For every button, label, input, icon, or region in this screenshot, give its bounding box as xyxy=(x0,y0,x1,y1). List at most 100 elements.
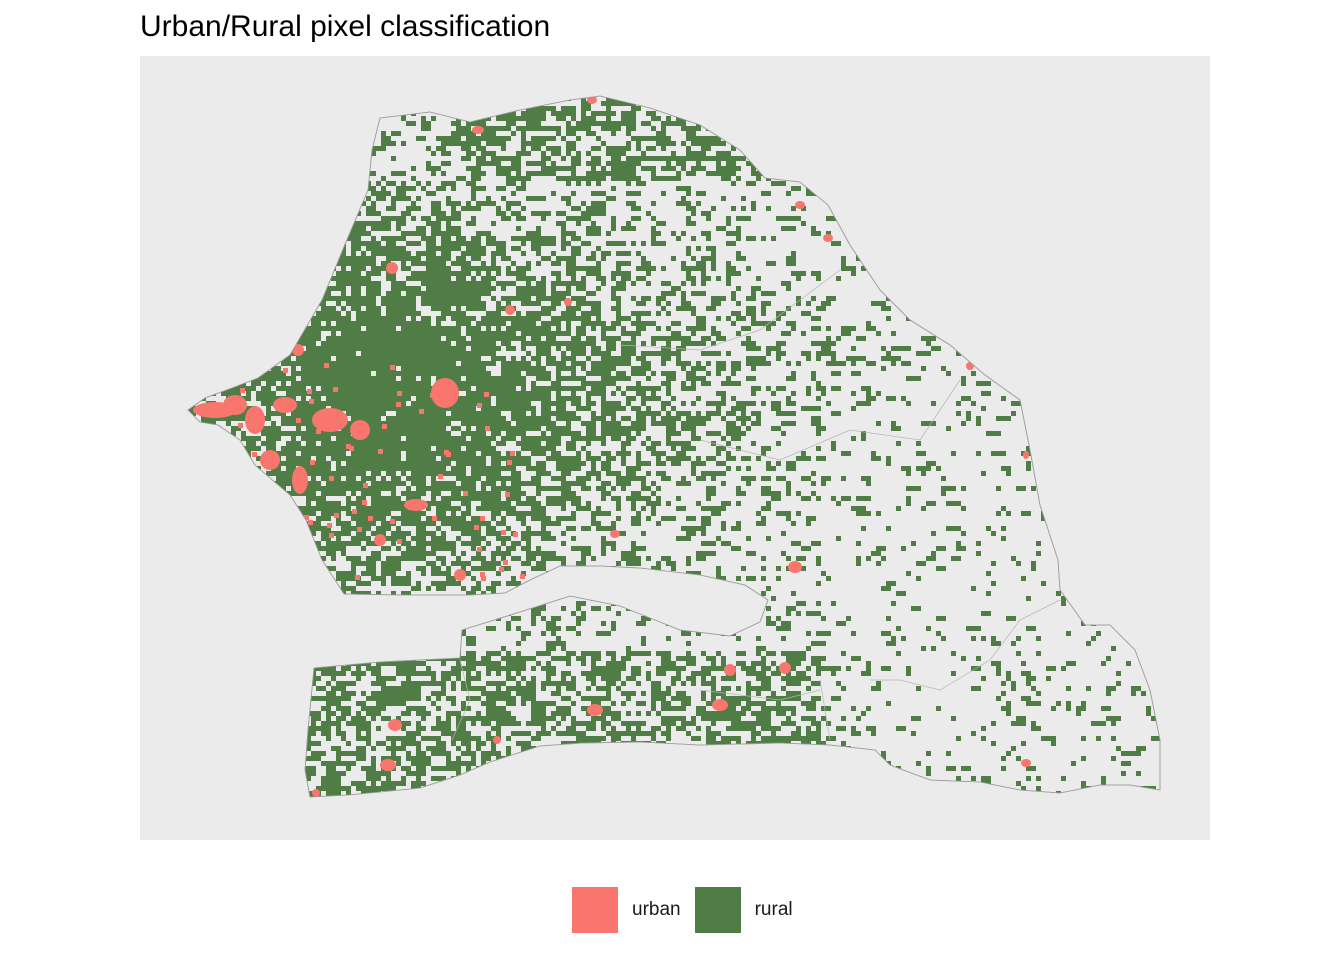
legend-key-urban xyxy=(572,887,618,933)
urban-area xyxy=(823,234,833,242)
urban-pixel xyxy=(310,460,315,465)
urban-pixel xyxy=(240,574,245,579)
urban-pixel xyxy=(485,426,490,431)
map-title: Urban/Rural pixel classification xyxy=(140,10,551,43)
legend-label-urban: urban xyxy=(632,899,681,920)
urban-area xyxy=(712,699,728,711)
urban-pixel xyxy=(368,516,373,521)
urban-area xyxy=(1021,759,1031,767)
urban-pixel xyxy=(318,564,323,569)
urban-area xyxy=(788,561,802,573)
urban-pixel xyxy=(396,402,401,407)
region-boundary-line xyxy=(451,659,471,741)
urban-area xyxy=(404,499,428,511)
urban-pixel xyxy=(503,560,508,565)
urban-pixel xyxy=(218,430,223,435)
urban-pixel xyxy=(245,457,250,462)
urban-pixel xyxy=(510,451,515,456)
urban-pixel xyxy=(208,511,213,516)
urban-pixel xyxy=(252,452,257,457)
urban-area xyxy=(292,466,308,494)
urban-pixel xyxy=(357,527,362,532)
urban-pixel xyxy=(463,491,468,496)
urban-area xyxy=(724,664,736,676)
urban-pixel xyxy=(382,424,387,429)
urban-area xyxy=(610,530,620,538)
urban-pixel xyxy=(316,429,321,434)
urban-area xyxy=(312,408,348,432)
urban-area xyxy=(292,344,304,356)
urban-pixel xyxy=(446,452,451,457)
urban-pixel xyxy=(484,392,489,397)
urban-pixel xyxy=(202,458,207,463)
urban-pixel xyxy=(363,483,368,488)
urban-pixel xyxy=(438,474,443,479)
urban-area xyxy=(587,96,597,104)
urban-pixel xyxy=(419,409,424,414)
legend-key-rural xyxy=(694,887,741,933)
urban-area xyxy=(260,450,280,470)
urban-pixel xyxy=(397,391,402,396)
urban-pixel xyxy=(296,418,301,423)
urban-pixel xyxy=(432,516,437,521)
urban-area xyxy=(380,759,396,771)
urban-pixel xyxy=(324,363,329,368)
urban-pixel xyxy=(203,506,208,511)
urban-area xyxy=(587,704,603,716)
legend-label-rural: rural xyxy=(754,899,793,920)
urban-pixel xyxy=(329,533,334,538)
urban-pixel xyxy=(499,567,504,572)
urban-pixel xyxy=(327,523,332,528)
urban-area xyxy=(374,534,386,546)
urban-area xyxy=(386,262,398,274)
urban-pixel xyxy=(238,423,243,428)
urban-pixel xyxy=(333,387,338,392)
urban-area xyxy=(312,789,320,797)
urban-area xyxy=(431,378,459,408)
legend: urban rural xyxy=(572,886,807,934)
urban-area xyxy=(779,662,791,674)
urban-pixel xyxy=(352,509,357,514)
urban-area xyxy=(564,298,572,306)
urban-pixel xyxy=(362,500,367,505)
urban-pixel xyxy=(397,539,402,544)
urban-pixel xyxy=(481,576,486,581)
urban-area xyxy=(472,126,484,134)
urban-pixel xyxy=(309,399,314,404)
region-boundary-line xyxy=(699,379,961,461)
urban-pixel xyxy=(480,516,485,521)
urban-area xyxy=(1023,451,1029,459)
map-panel xyxy=(140,56,1210,840)
urban-pixel xyxy=(477,403,482,408)
urban-pixel xyxy=(334,513,339,518)
urban-pixel xyxy=(307,389,312,394)
urban-pixel xyxy=(501,530,506,535)
urban-pixel xyxy=(245,569,250,574)
urban-pixel xyxy=(408,505,413,510)
urban-pixel xyxy=(507,460,512,465)
urban-pixel xyxy=(349,446,354,451)
urban-pixel xyxy=(477,547,482,552)
urban-area xyxy=(388,719,402,731)
urban-pixel xyxy=(520,574,525,579)
urban-area xyxy=(350,420,370,440)
region-boundary-line xyxy=(870,599,1061,691)
urban-area xyxy=(245,406,265,434)
urban-pixel xyxy=(255,529,260,534)
urban-pixel xyxy=(287,561,292,566)
urban-pixels xyxy=(193,96,1031,797)
region-boundary-line xyxy=(819,679,831,741)
urban-pixel xyxy=(329,476,334,481)
urban-area xyxy=(223,395,247,415)
urban-pixel xyxy=(215,523,220,528)
urban-pixel xyxy=(378,449,383,454)
map-canvas xyxy=(187,95,1161,798)
urban-pixel xyxy=(346,444,351,449)
urban-pixel xyxy=(240,388,245,393)
urban-area xyxy=(349,192,361,208)
urban-pixel xyxy=(355,575,360,580)
urban-area xyxy=(493,736,501,744)
urban-pixel xyxy=(505,492,510,497)
urban-area xyxy=(966,362,974,370)
region-boundary-line xyxy=(619,269,841,351)
